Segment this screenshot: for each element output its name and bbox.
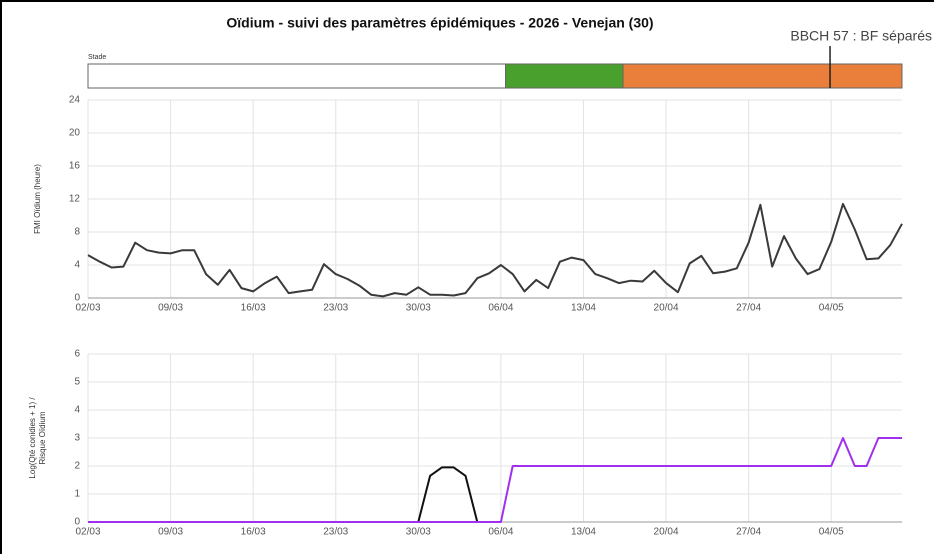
stage-segment (622, 63, 903, 89)
data-line (87, 202, 903, 298)
x-tick-label: 02/03 (75, 527, 100, 538)
x-tick-label: 23/03 (323, 527, 348, 538)
x-tick-label: 09/03 (158, 303, 183, 314)
y-tick-label: 8 (74, 227, 80, 238)
x-tick-label: 20/04 (654, 303, 679, 314)
y-tick-label: 0 (74, 293, 80, 304)
x-tick-label: 20/04 (654, 527, 679, 538)
x-tick-label: 30/03 (406, 303, 431, 314)
y-tick-label: 16 (69, 161, 81, 172)
x-tick-label: 23/03 (323, 303, 348, 314)
x-tick-label: 09/03 (158, 527, 183, 538)
x-tick-label: 13/04 (571, 303, 596, 314)
x-tick-label: 16/03 (241, 303, 266, 314)
stage-label: Stade (88, 54, 106, 61)
x-tick-label: 13/04 (571, 527, 596, 538)
x-tick-label: 06/04 (488, 527, 513, 538)
x-tick-label: 16/03 (241, 527, 266, 538)
stage-marker-label: BBCH 57 : BF séparés (790, 28, 932, 44)
y-axis-label: FMI Oïdium (heure) (33, 164, 42, 234)
y-tick-label: 2 (74, 461, 80, 472)
y-tick-label: 12 (69, 194, 81, 205)
x-tick-label: 27/04 (736, 303, 761, 314)
chart-title: Oïdium - suivi des paramètres épidémique… (226, 15, 653, 31)
data-line (88, 437, 902, 523)
stage-segment (87, 63, 507, 89)
y-axis-label: Risque Oïdium (38, 411, 47, 464)
stage-segment (505, 63, 624, 89)
y-tick-label: 4 (74, 405, 80, 416)
y-tick-label: 20 (69, 128, 81, 139)
x-tick-label: 27/04 (736, 527, 761, 538)
x-tick-label: 30/03 (406, 527, 431, 538)
y-tick-label: 1 (74, 489, 80, 500)
x-tick-label: 06/04 (488, 303, 513, 314)
x-tick-label: 04/05 (819, 527, 844, 538)
y-tick-label: 6 (74, 349, 80, 360)
y-axis-label: Log(Qté conidies + 1) / (28, 397, 37, 479)
y-tick-label: 4 (74, 260, 80, 271)
y-tick-label: 24 (69, 95, 81, 106)
y-tick-label: 0 (74, 517, 80, 528)
x-tick-label: 04/05 (819, 303, 844, 314)
y-tick-label: 3 (74, 433, 80, 444)
data-line (417, 466, 479, 523)
y-tick-label: 5 (74, 377, 80, 388)
x-tick-label: 02/03 (75, 303, 100, 314)
